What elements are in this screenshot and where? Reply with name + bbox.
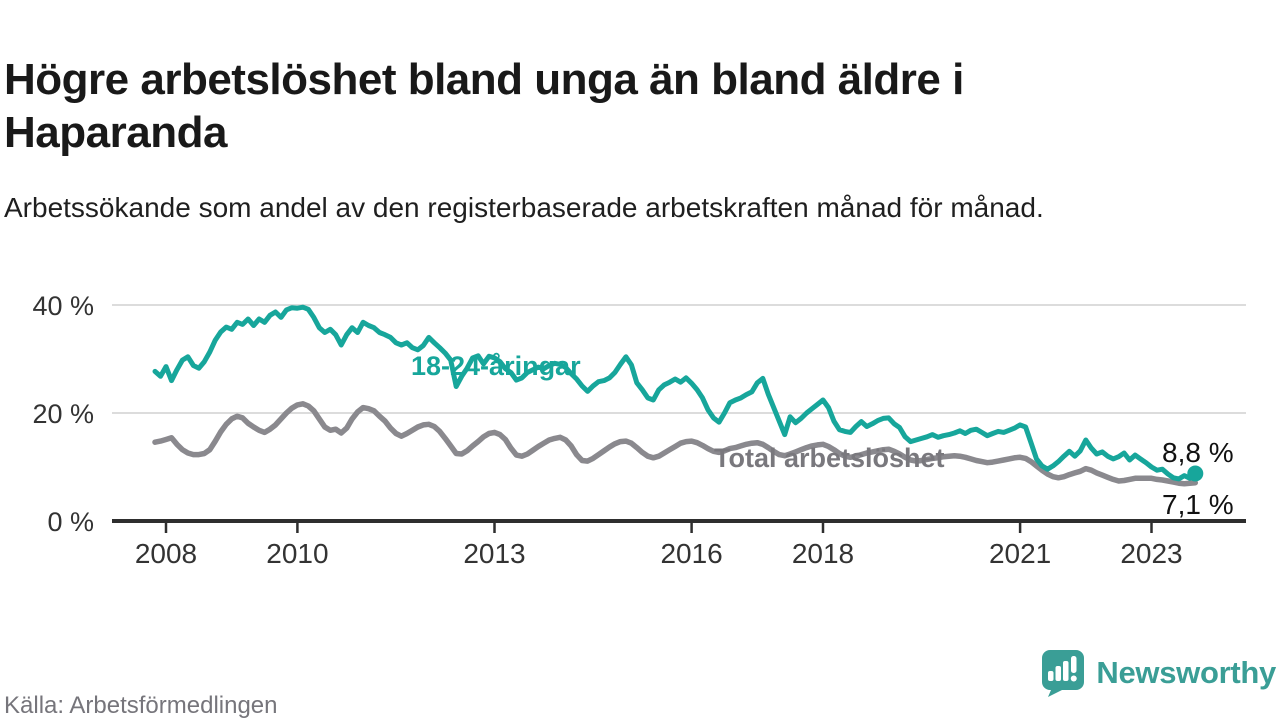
chart-title: Högre arbetslöshet bland unga än bland ä… bbox=[4, 55, 964, 158]
series-end-dot bbox=[1187, 465, 1204, 482]
series-label-total: Total arbetslöshet bbox=[714, 443, 945, 473]
end-value-total: 7,1 % bbox=[1162, 489, 1234, 520]
x-tick-label-2016: 2016 bbox=[660, 538, 722, 569]
y-axis-label-0: 0 % bbox=[47, 507, 94, 537]
newsworthy-logo: Newsworthy bbox=[1038, 648, 1276, 698]
brand-name: Newsworthy bbox=[1096, 655, 1276, 690]
x-tick-label-2018: 2018 bbox=[792, 538, 854, 569]
x-tick-label-2010: 2010 bbox=[266, 538, 328, 569]
chart-subtitle: Arbetssökande som andel av den registerb… bbox=[4, 192, 1044, 223]
x-tick-label-2008: 2008 bbox=[135, 538, 197, 569]
x-tick-label-2021: 2021 bbox=[989, 538, 1051, 569]
bar-chart-glyph bbox=[1048, 656, 1078, 682]
y-axis-label-20: 20 % bbox=[32, 399, 94, 429]
y-axis-label-40: 40 % bbox=[32, 291, 94, 321]
line-chart: 0 % 20 % 40 % 2008 2010 2013 2016 2018 2021 2023 1… bbox=[32, 291, 1246, 569]
end-value-young: 8,8 % bbox=[1162, 437, 1234, 468]
logo-bubble-icon bbox=[1042, 650, 1085, 697]
series-label-young: 18-24-åringar bbox=[411, 351, 581, 381]
source-note: Källa: Arbetsförmedlingen bbox=[4, 692, 278, 719]
x-tick-label-2023: 2023 bbox=[1120, 538, 1182, 569]
series-line-total bbox=[152, 401, 1199, 487]
series-line-young bbox=[152, 304, 1198, 482]
x-tick-label-2013: 2013 bbox=[463, 538, 525, 569]
